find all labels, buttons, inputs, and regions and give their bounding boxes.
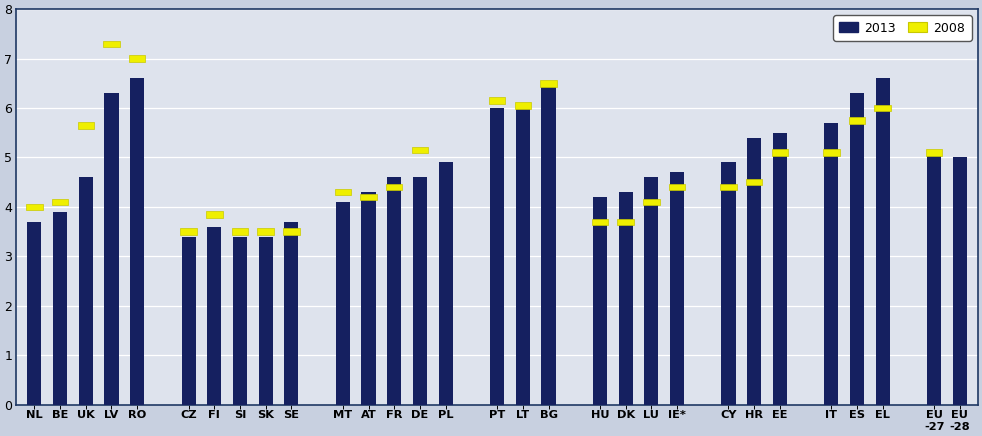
Bar (747, 138, 761, 405)
Bar (361, 192, 375, 405)
Bar (644, 177, 658, 405)
FancyBboxPatch shape (592, 218, 608, 225)
Bar (824, 123, 839, 405)
Bar (670, 172, 684, 405)
Bar (27, 222, 41, 405)
Bar (387, 177, 402, 405)
Bar (541, 83, 556, 405)
FancyBboxPatch shape (103, 41, 120, 47)
FancyBboxPatch shape (643, 199, 660, 205)
FancyBboxPatch shape (283, 228, 300, 235)
FancyBboxPatch shape (335, 189, 351, 195)
Bar (233, 237, 247, 405)
FancyBboxPatch shape (386, 184, 403, 191)
FancyBboxPatch shape (232, 228, 248, 235)
FancyBboxPatch shape (27, 204, 42, 210)
FancyBboxPatch shape (540, 80, 557, 86)
Bar (182, 237, 195, 405)
Bar (130, 78, 144, 405)
FancyBboxPatch shape (746, 179, 762, 185)
FancyBboxPatch shape (360, 194, 377, 200)
Bar (258, 237, 273, 405)
Bar (207, 227, 221, 405)
FancyBboxPatch shape (720, 184, 736, 191)
Bar (722, 163, 736, 405)
Bar (412, 177, 427, 405)
Bar (285, 222, 299, 405)
FancyBboxPatch shape (489, 97, 506, 104)
Legend: 2013, 2008: 2013, 2008 (833, 15, 971, 41)
FancyBboxPatch shape (669, 184, 685, 191)
Bar (336, 202, 350, 405)
Bar (773, 133, 787, 405)
FancyBboxPatch shape (772, 149, 789, 156)
FancyBboxPatch shape (618, 218, 633, 225)
FancyBboxPatch shape (181, 228, 196, 235)
FancyBboxPatch shape (52, 199, 69, 205)
FancyBboxPatch shape (129, 55, 145, 62)
FancyBboxPatch shape (411, 147, 428, 153)
Bar (53, 212, 67, 405)
FancyBboxPatch shape (206, 211, 223, 218)
Bar (953, 157, 967, 405)
Bar (516, 103, 530, 405)
Bar (850, 93, 864, 405)
Bar (79, 177, 93, 405)
Bar (876, 78, 890, 405)
Bar (439, 163, 453, 405)
Bar (927, 153, 941, 405)
Bar (593, 197, 607, 405)
FancyBboxPatch shape (926, 149, 943, 156)
FancyBboxPatch shape (823, 149, 840, 156)
FancyBboxPatch shape (78, 122, 94, 129)
FancyBboxPatch shape (848, 117, 865, 124)
FancyBboxPatch shape (515, 102, 531, 109)
Bar (104, 93, 119, 405)
FancyBboxPatch shape (257, 228, 274, 235)
Bar (490, 108, 504, 405)
Bar (619, 192, 632, 405)
FancyBboxPatch shape (875, 105, 891, 111)
